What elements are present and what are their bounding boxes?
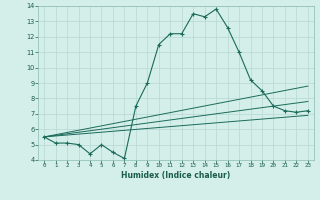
X-axis label: Humidex (Indice chaleur): Humidex (Indice chaleur)	[121, 171, 231, 180]
